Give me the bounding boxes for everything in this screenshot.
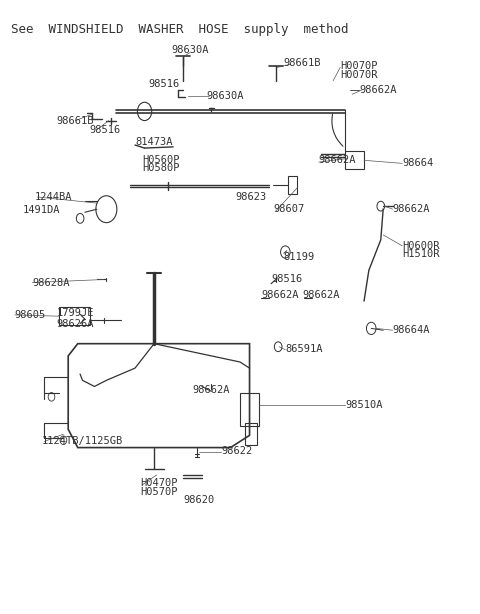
Text: 98662A: 98662A — [360, 85, 397, 95]
Text: 98664A: 98664A — [393, 325, 430, 335]
Text: 98626A: 98626A — [56, 319, 94, 329]
Text: 98662A: 98662A — [393, 204, 430, 214]
Text: 1491DA: 1491DA — [23, 206, 60, 216]
Text: 98516: 98516 — [271, 274, 302, 284]
Text: 98630A: 98630A — [206, 91, 244, 101]
Text: H0580P: H0580P — [142, 163, 180, 173]
Text: 81473A: 81473A — [135, 137, 172, 147]
Bar — [345, 150, 364, 169]
Text: 98662A: 98662A — [262, 290, 299, 300]
Text: 98628A: 98628A — [33, 278, 70, 287]
Text: 1124TB/1125GB: 1124TB/1125GB — [42, 437, 123, 446]
Text: 98607: 98607 — [274, 204, 305, 214]
Text: H0470P: H0470P — [140, 478, 177, 488]
Text: H0560P: H0560P — [142, 155, 180, 165]
Text: H1510R: H1510R — [402, 249, 440, 259]
Text: 81199: 81199 — [283, 252, 314, 262]
Text: H0600R: H0600R — [402, 241, 440, 251]
Text: 98516: 98516 — [148, 79, 179, 89]
Text: See  WINDSHIELD  WASHER  HOSE  supply  method: See WINDSHIELD WASHER HOSE supply method — [11, 23, 348, 36]
Bar — [288, 176, 297, 194]
Text: H0070R: H0070R — [340, 70, 378, 80]
Text: H0070P: H0070P — [340, 61, 378, 71]
Text: 86591A: 86591A — [285, 344, 323, 354]
Text: 98516: 98516 — [90, 125, 121, 134]
Text: 98664: 98664 — [402, 158, 433, 168]
Text: 98630A: 98630A — [171, 45, 209, 55]
Text: 98662A: 98662A — [192, 384, 230, 395]
Text: 98662A: 98662A — [302, 290, 339, 300]
Text: H0570P: H0570P — [140, 486, 177, 497]
Text: 98620: 98620 — [184, 494, 215, 505]
Text: 98661B: 98661B — [283, 58, 321, 68]
Text: 98510A: 98510A — [345, 400, 383, 410]
Text: 1244BA: 1244BA — [35, 192, 72, 202]
Text: 98662A: 98662A — [319, 155, 356, 165]
Text: 98622: 98622 — [221, 446, 252, 456]
Text: 98623: 98623 — [235, 192, 266, 202]
Bar — [245, 423, 257, 445]
Text: 98605: 98605 — [15, 310, 46, 320]
Bar — [240, 392, 259, 426]
Bar — [59, 307, 90, 325]
Text: 1799JE: 1799JE — [56, 308, 94, 318]
Text: 98661B: 98661B — [56, 115, 94, 126]
